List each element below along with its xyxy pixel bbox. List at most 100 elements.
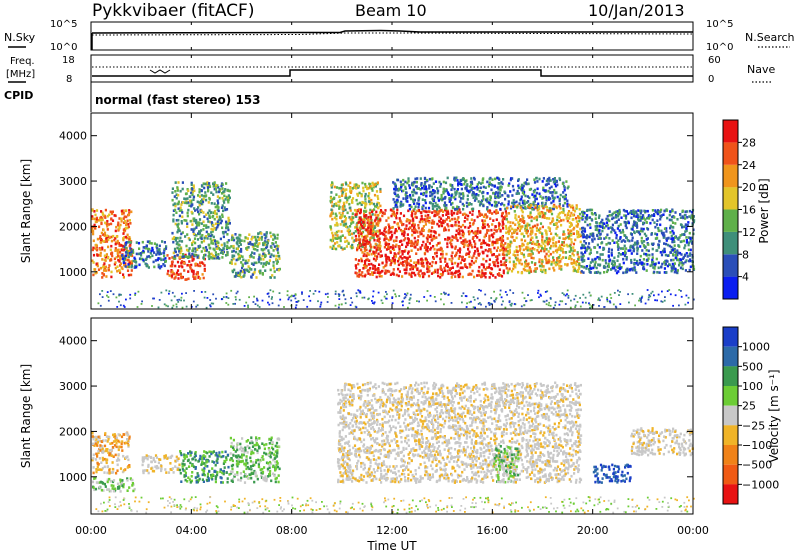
- power-cell: [428, 265, 431, 269]
- power-cell: [476, 227, 480, 230]
- power-cell: [545, 231, 548, 235]
- power-cell: [468, 230, 471, 234]
- power-cell: [573, 259, 576, 262]
- power-cell: [531, 208, 534, 211]
- power-cell: [424, 243, 427, 246]
- power-cell: [101, 272, 104, 275]
- power-cell: [560, 268, 563, 271]
- power-cell: [218, 215, 221, 219]
- power-cell: [238, 241, 242, 244]
- power-cell: [515, 228, 518, 232]
- power-cell: [186, 222, 189, 225]
- power-cell: [616, 265, 619, 269]
- power-cell: [663, 247, 666, 251]
- power-cell: [370, 221, 373, 224]
- power-cell: [535, 215, 539, 218]
- power-cell: [437, 212, 440, 215]
- power-cell: [442, 180, 445, 184]
- power-cell: [339, 236, 342, 240]
- power-cell: [674, 222, 677, 225]
- power-cell: [219, 217, 222, 221]
- power-cell: [421, 244, 424, 247]
- power-cell: [553, 182, 556, 186]
- power-cell: [636, 213, 639, 216]
- power-cell: [589, 271, 592, 274]
- power-cell: [567, 257, 571, 260]
- power-cell: [556, 257, 559, 260]
- power-cell: [497, 264, 500, 268]
- power-cell: [424, 218, 428, 221]
- power-cell: [335, 193, 338, 196]
- power-cell: [354, 226, 357, 229]
- power-cell: [188, 238, 191, 242]
- power-cell: [500, 260, 503, 263]
- power-cell: [491, 184, 494, 187]
- power-cell: [202, 224, 206, 227]
- power-cell: [454, 245, 457, 249]
- power-cell: [278, 254, 281, 258]
- power-cell: [527, 254, 531, 257]
- power-noise-cell: [493, 290, 495, 293]
- power-cell: [615, 216, 618, 219]
- power-cell: [239, 269, 242, 273]
- power-cell: [527, 182, 530, 186]
- power-cell: [505, 246, 508, 250]
- power-cell: [221, 204, 224, 207]
- power-cell: [273, 233, 276, 237]
- power-cell: [575, 205, 578, 209]
- power-cell: [532, 240, 535, 244]
- power-cell: [501, 263, 505, 266]
- power-cell: [175, 211, 178, 214]
- power-cell: [533, 200, 536, 203]
- power-cell: [543, 216, 546, 219]
- power-cell: [576, 223, 580, 226]
- power-cell: [207, 225, 210, 229]
- power-cell: [432, 182, 435, 185]
- power-cell: [350, 199, 354, 202]
- power-cell: [526, 248, 529, 252]
- power-cell: [457, 183, 460, 187]
- power-cell: [500, 181, 503, 184]
- power-cell: [647, 257, 650, 260]
- power-cell: [554, 249, 558, 252]
- power-cell: [493, 200, 496, 204]
- power-cell: [272, 266, 276, 270]
- power-cell: [193, 237, 197, 240]
- power-cell: [534, 267, 537, 270]
- power-cell: [372, 264, 375, 267]
- power-cell: [500, 243, 503, 246]
- power-cell: [468, 262, 471, 266]
- power-cell: [436, 271, 439, 274]
- power-cell: [116, 269, 119, 273]
- power-cell: [411, 267, 414, 271]
- power-cell: [179, 255, 182, 259]
- power-cell: [488, 201, 491, 205]
- power-cell: [615, 241, 619, 244]
- power-cell: [520, 188, 524, 192]
- power-cell: [198, 190, 201, 194]
- power-cell: [141, 251, 144, 254]
- power-cell: [380, 254, 383, 257]
- power-cell: [613, 266, 616, 270]
- power-cell: [473, 240, 476, 243]
- power-cell: [465, 201, 468, 205]
- power-cell: [548, 209, 551, 212]
- power-cell: [201, 234, 204, 237]
- power-cell: [632, 246, 635, 249]
- power-cell: [214, 243, 217, 246]
- power-cell: [357, 221, 360, 224]
- power-cell: [532, 256, 535, 260]
- power-cell: [445, 189, 448, 192]
- power-cell: [345, 245, 348, 248]
- power-cell: [409, 273, 412, 277]
- power-cell: [507, 203, 510, 206]
- power-cell: [362, 267, 365, 270]
- power-noise-cell: [646, 289, 649, 291]
- power-cell: [541, 197, 544, 200]
- power-cell: [453, 196, 456, 199]
- power-cell: [598, 225, 601, 228]
- power-cell: [103, 262, 106, 265]
- power-cell: [349, 217, 352, 221]
- power-cell: [126, 219, 129, 223]
- power-cell: [471, 193, 474, 197]
